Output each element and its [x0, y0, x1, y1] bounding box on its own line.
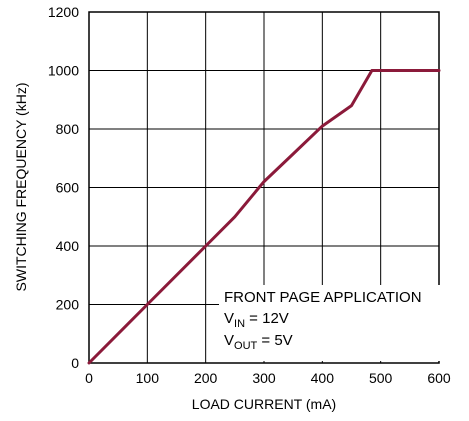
x-tick-label: 600 — [427, 370, 451, 386]
annotation-line-2: VIN = 12V — [224, 310, 289, 330]
y-tick-label: 400 — [56, 238, 80, 254]
x-axis-label: LOAD CURRENT (mA) — [192, 396, 336, 412]
y-tick-label: 800 — [56, 121, 80, 137]
x-tick-label: 200 — [194, 370, 218, 386]
series-group — [87, 69, 441, 365]
x-tick-label: 0 — [85, 370, 93, 386]
y-tick-labels: 0 200 400 600 800 1000 1200 — [48, 4, 79, 371]
y-tick-label: 1000 — [48, 63, 79, 79]
x-tick-label: 500 — [369, 370, 393, 386]
annotation-line-1: FRONT PAGE APPLICATION — [224, 289, 422, 306]
plot-frame — [88, 11, 440, 364]
x-tick-label: 100 — [136, 370, 160, 386]
series-line — [87, 69, 441, 365]
x-tick-labels: 0 100 200 300 400 500 600 — [85, 370, 451, 386]
annotation-background — [219, 285, 441, 361]
x-tick-label: 300 — [252, 370, 276, 386]
y-tick-label: 600 — [56, 180, 80, 196]
y-axis-label: SWITCHING FREQUENCY (kHz) — [13, 83, 29, 292]
y-tick-label: 0 — [71, 355, 79, 371]
annotation-line-3: VOUT = 5V — [224, 332, 293, 352]
y-tick-label: 200 — [56, 297, 80, 313]
y-tick-label: 1200 — [48, 4, 79, 20]
x-tick-label: 400 — [311, 370, 335, 386]
